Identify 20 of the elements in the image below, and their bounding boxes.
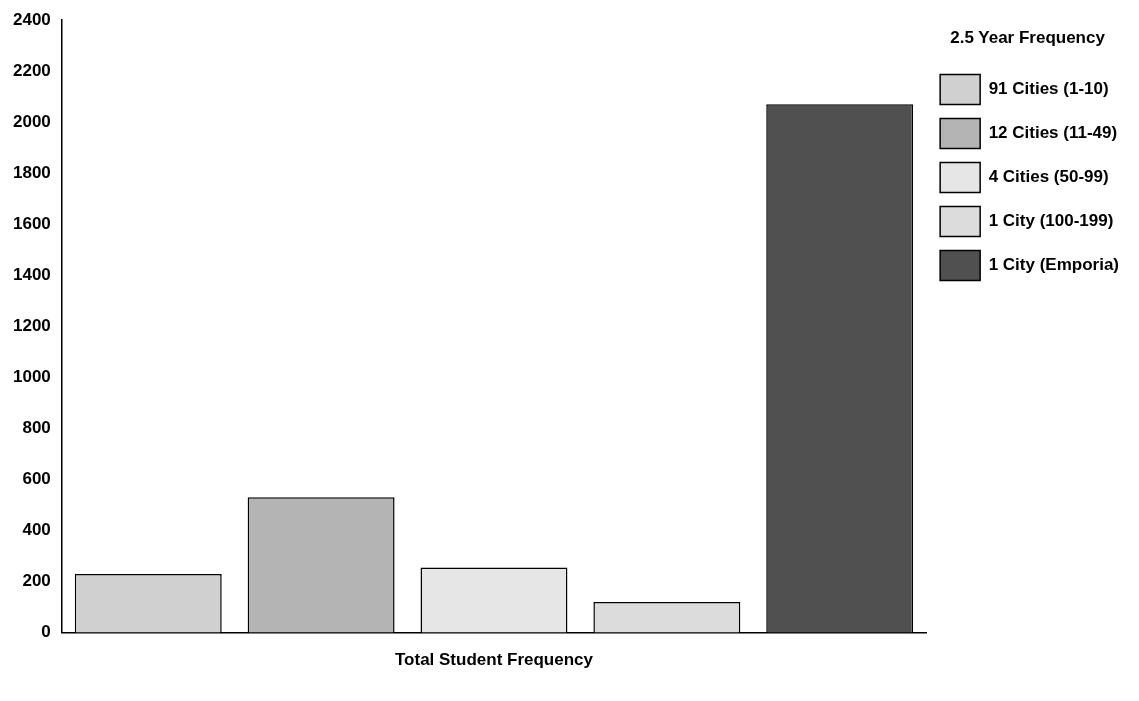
legend-label: 91 Cities (1-10): [988, 79, 1109, 99]
legend-label: 1 City (100-199): [988, 211, 1114, 231]
y-tick-label: 1600: [12, 213, 51, 233]
y-tick-label: 2000: [12, 111, 51, 131]
x-tick-label: Total Student Frequency: [394, 650, 594, 670]
y-tick-label: 1200: [12, 315, 51, 335]
y-tick-label: 1400: [12, 264, 51, 284]
y-tick-label: 200: [22, 571, 51, 591]
legend-label: 1 City (Emporia): [988, 255, 1119, 275]
legend-label: 4 Cities (50-99): [988, 167, 1109, 187]
y-tick-label: 400: [22, 520, 51, 540]
y-tick-label: 800: [22, 418, 51, 438]
y-tick-label: 2200: [12, 60, 51, 80]
y-tick-label: 1800: [12, 162, 51, 182]
y-tick-label: 2400: [12, 9, 51, 29]
legend-label: 12 Cities (11-49): [988, 123, 1118, 143]
y-tick-label: 0: [41, 622, 51, 642]
y-tick-label: 600: [22, 469, 51, 489]
y-tick-label: 1000: [12, 367, 51, 387]
legend-title: 2.5 Year Frequency: [950, 28, 1106, 48]
